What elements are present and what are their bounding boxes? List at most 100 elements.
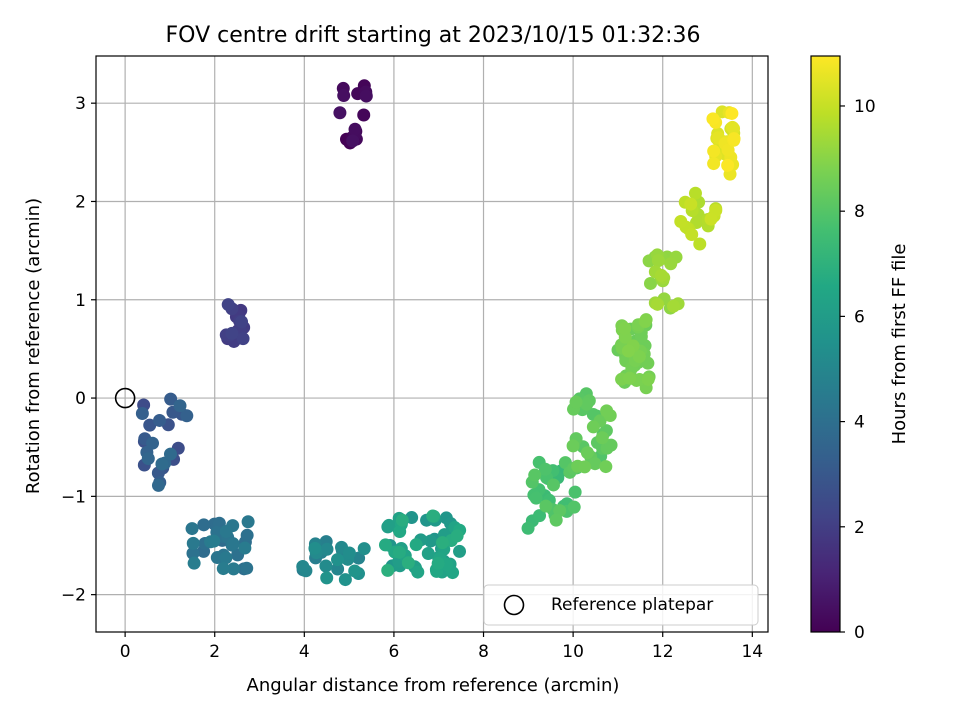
scatter-point	[320, 571, 334, 585]
scatter-point	[163, 447, 177, 461]
colorbar-tick-label: 10	[854, 97, 876, 117]
scatter-point	[424, 534, 438, 548]
scatter-point	[225, 326, 239, 340]
scatter-point	[240, 561, 254, 575]
scatter-point	[187, 556, 201, 570]
x-ticks: 0 2 4 6 8 10 12 14	[120, 632, 763, 662]
scatter-point	[638, 315, 652, 329]
legend: Reference platepar	[483, 584, 759, 626]
scatter-point	[180, 409, 194, 423]
x-tick-label: 2	[209, 642, 220, 662]
scatter-point	[643, 276, 657, 290]
scatter-point	[227, 562, 241, 576]
y-ticks: −2 −1 0 1 2 3	[61, 94, 96, 606]
scatter-point	[721, 158, 735, 172]
scatter-point	[348, 122, 362, 136]
scatter-point	[725, 106, 739, 120]
scatter-point	[164, 392, 178, 406]
scatter-point	[566, 439, 580, 453]
scatter-point	[216, 562, 230, 576]
scatter-point	[146, 436, 160, 450]
scatter-point	[186, 546, 200, 560]
x-tick-label: 14	[741, 642, 763, 662]
scatter-point	[378, 538, 392, 552]
scatter-point	[185, 522, 199, 536]
scatter-point	[241, 515, 255, 529]
scatter-point	[320, 542, 334, 556]
scatter-point	[431, 556, 445, 570]
scatter-point	[664, 257, 678, 271]
scatter-point	[357, 542, 371, 556]
plot-frame	[95, 55, 769, 633]
x-axis-label: Angular distance from reference (arcmin)	[247, 675, 620, 696]
scatter-point	[704, 212, 718, 226]
colorbar-tick-label: 2	[854, 518, 865, 538]
legend-box	[483, 584, 759, 626]
scatter-point	[693, 237, 707, 251]
legend-label: Reference platepar	[551, 595, 713, 615]
reference-marker	[114, 387, 136, 409]
scatter-point	[135, 406, 149, 420]
y-tick-label: 2	[75, 192, 86, 212]
scatter-point	[685, 228, 699, 242]
x-tick-label: 8	[478, 642, 489, 662]
scatter-point	[338, 573, 352, 587]
scatter-point	[207, 534, 221, 548]
scatter-point	[651, 297, 665, 311]
scatter-point	[151, 478, 165, 492]
x-tick-label: 6	[389, 642, 400, 662]
scatter-point	[337, 89, 351, 103]
scatter-point	[549, 513, 563, 527]
scatter-point	[401, 556, 415, 570]
scatter-point	[348, 564, 362, 578]
scatter-points	[135, 79, 741, 587]
x-tick-label: 0	[120, 642, 131, 662]
x-tick-label: 4	[299, 642, 310, 662]
scatter-point	[651, 254, 665, 268]
scatter-point	[641, 372, 655, 386]
scatter-point	[393, 525, 407, 539]
scatter-point	[240, 528, 254, 542]
scatter-point	[296, 559, 310, 573]
y-tick-label: 1	[75, 291, 86, 311]
scatter-point	[342, 546, 356, 560]
scatter-point	[621, 344, 635, 358]
scatter-point	[684, 197, 698, 211]
scatter-point	[331, 562, 345, 576]
scatter-point	[219, 551, 233, 565]
colorbar: 0 2 4 6 8 10 Hours from first FF file	[810, 55, 910, 643]
scatter-point	[450, 529, 464, 543]
scatter-point	[395, 513, 409, 527]
colorbar-tick-label: 8	[854, 202, 865, 222]
colorbar-tick-label: 0	[854, 623, 865, 643]
scatter-point	[727, 132, 741, 146]
scatter-point	[674, 214, 688, 228]
scatter-point	[381, 563, 395, 577]
scatter-point	[721, 143, 735, 157]
y-tick-label: 3	[75, 94, 86, 114]
scatter-point	[578, 460, 592, 474]
scatter-point	[226, 537, 240, 551]
y-tick-label: −2	[61, 586, 86, 606]
scatter-point	[333, 106, 347, 120]
scatter-point	[632, 350, 646, 364]
scatter-point	[623, 371, 637, 385]
scatter-point	[308, 541, 322, 555]
scatter-point	[727, 122, 741, 136]
scatter-point	[588, 457, 602, 471]
y-tick-label: −1	[61, 487, 86, 507]
scatter-point	[141, 452, 155, 466]
scatter-point	[236, 332, 250, 346]
scatter-point	[580, 446, 594, 460]
colorbar-ticks: 0 2 4 6 8 10	[840, 97, 876, 643]
scatter-point	[235, 315, 249, 329]
scatter-point	[411, 565, 425, 579]
scatter-point	[521, 521, 535, 535]
scatter-point	[586, 420, 600, 434]
scatter-point	[618, 321, 632, 335]
scatter-point	[688, 186, 702, 200]
scatter-point	[528, 468, 542, 482]
scatter-point	[238, 541, 252, 555]
